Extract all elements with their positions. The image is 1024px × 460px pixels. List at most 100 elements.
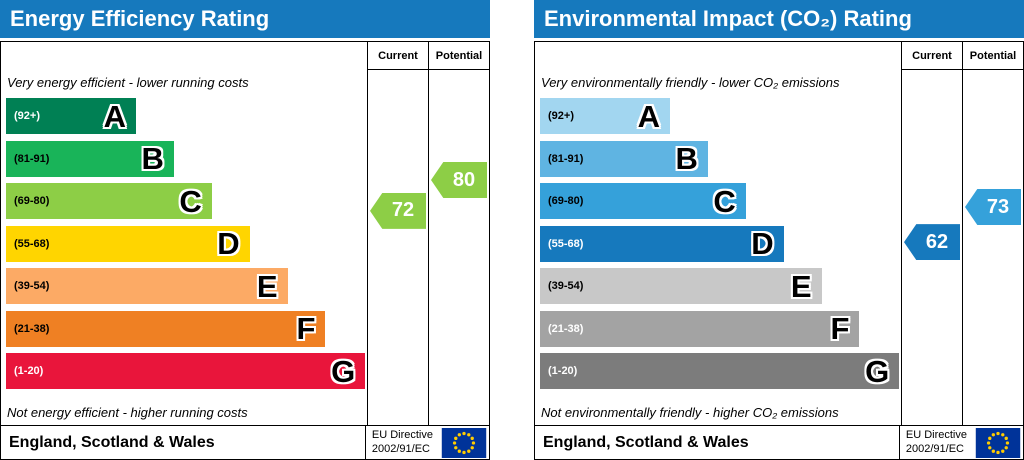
band-row-d: (55-68) D xyxy=(535,223,901,266)
band-bar-g: (1-20) G xyxy=(6,353,366,390)
band-letter: B xyxy=(675,141,698,177)
band-row-b: (81-91) B xyxy=(535,138,901,181)
potential-column: Potential 80 xyxy=(428,42,489,425)
band-range-label: (69-80) xyxy=(548,195,584,208)
potential-rating-arrow: 80 xyxy=(431,162,487,198)
chart-title: Environmental Impact (CO₂) Rating xyxy=(544,6,912,31)
band-row-g: (1-20) G xyxy=(535,350,901,393)
rating-bands: (92+) A (81-91) B (69-80 xyxy=(1,95,367,393)
band-range-label: (55-68) xyxy=(14,237,50,250)
band-bar-a: (92+) A xyxy=(540,98,670,135)
band-range-label: (1-20) xyxy=(14,365,44,378)
band-letter: D xyxy=(751,226,774,262)
current-column-header: Current xyxy=(368,42,428,70)
band-letter: E xyxy=(790,268,812,304)
band-letter: G xyxy=(331,353,356,389)
footer-region: England, Scotland & Wales xyxy=(543,433,749,451)
band-scale-column: Very environmentally friendly - lower CO… xyxy=(535,42,901,425)
band-letter: F xyxy=(830,311,850,347)
band-bar-d: (55-68) D xyxy=(6,225,250,262)
eu-flag-icon xyxy=(975,427,1021,458)
chart-title-bar: Environmental Impact (CO₂) Rating xyxy=(534,0,1024,38)
band-row-a: (92+) A xyxy=(1,95,367,138)
band-range-label: (69-80) xyxy=(14,195,50,208)
current-column: Current 72 xyxy=(367,42,428,425)
directive-line2: 2002/91/EC xyxy=(905,442,964,455)
caption-top: Very energy efficient - lower running co… xyxy=(7,75,249,90)
potential-column-header: Potential xyxy=(963,42,1023,70)
current-rating-value: 62 xyxy=(925,230,949,253)
band-row-d: (55-68) D xyxy=(1,223,367,266)
band-row-g: (1-20) G xyxy=(1,350,367,393)
band-letter: A xyxy=(637,98,660,134)
band-row-a: (92+) A xyxy=(535,95,901,138)
current-rating-value: 72 xyxy=(391,199,415,222)
band-range-label: (92+) xyxy=(548,110,574,123)
band-row-f: (21-38) F xyxy=(535,308,901,351)
current-column-header: Current xyxy=(902,42,962,70)
energy-efficiency-chart: Energy Efficiency Rating Very energy eff… xyxy=(0,0,490,460)
potential-column-header: Potential xyxy=(429,42,489,70)
potential-rating-arrow: 73 xyxy=(965,189,1021,226)
current-rating-arrow: 72 xyxy=(370,192,426,229)
band-bar-e: (39-54) E xyxy=(6,268,288,305)
band-bar-a: (92+) A xyxy=(6,98,136,135)
band-range-label: (39-54) xyxy=(14,280,50,293)
caption-bottom: Not environmentally friendly - higher CO… xyxy=(541,404,839,420)
chart-title: Energy Efficiency Rating xyxy=(10,6,270,31)
footer-directive: EU Directive 2002/91/EC xyxy=(898,426,975,459)
band-scale-column: Very energy efficient - lower running co… xyxy=(1,42,367,425)
band-row-e: (39-54) E xyxy=(535,265,901,308)
band-row-c: (69-80) C xyxy=(535,180,901,223)
band-bar-d: (55-68) D xyxy=(540,225,784,262)
band-range-label: (92+) xyxy=(14,110,40,123)
potential-rating-value: 80 xyxy=(452,168,476,191)
footer-region: England, Scotland & Wales xyxy=(9,433,215,451)
footer-directive: EU Directive 2002/91/EC xyxy=(364,426,441,459)
band-letter: B xyxy=(141,141,164,177)
potential-rating-value: 73 xyxy=(986,195,1010,218)
band-range-label: (21-38) xyxy=(14,322,50,335)
band-bar-b: (81-91) B xyxy=(540,140,708,177)
environmental-impact-chart: Environmental Impact (CO₂) Rating Very e… xyxy=(534,0,1024,460)
band-letter: D xyxy=(217,226,240,262)
band-bar-c: (69-80) C xyxy=(6,183,212,220)
band-letter: C xyxy=(713,183,736,219)
band-range-label: (1-20) xyxy=(548,365,578,378)
band-letter: A xyxy=(103,98,126,134)
band-bar-e: (39-54) E xyxy=(540,268,822,305)
eu-flag-icon xyxy=(441,427,487,458)
band-letter: G xyxy=(865,353,890,389)
band-bar-c: (69-80) C xyxy=(540,183,746,220)
band-row-c: (69-80) C xyxy=(1,180,367,223)
band-row-e: (39-54) E xyxy=(1,265,367,308)
band-row-b: (81-91) B xyxy=(1,138,367,181)
rating-table-body: Very energy efficient - lower running co… xyxy=(1,42,489,425)
band-letter: F xyxy=(296,311,316,347)
band-range-label: (21-38) xyxy=(548,322,584,335)
band-range-label: (81-91) xyxy=(548,152,584,165)
rating-bands: (92+) A (81-91) B (69-80 xyxy=(535,95,901,393)
caption-bottom: Not energy efficient - higher running co… xyxy=(7,404,248,420)
potential-column: Potential 73 xyxy=(962,42,1023,425)
band-range-label: (39-54) xyxy=(548,280,584,293)
band-bar-g: (1-20) G xyxy=(540,353,900,390)
rating-table: Very environmentally friendly - lower CO… xyxy=(534,41,1024,460)
rating-table-body: Very environmentally friendly - lower CO… xyxy=(535,42,1023,425)
band-bar-f: (21-38) F xyxy=(540,310,860,347)
directive-line1: EU Directive xyxy=(371,428,433,441)
directive-line2: 2002/91/EC xyxy=(371,442,430,455)
band-range-label: (81-91) xyxy=(14,152,50,165)
band-row-f: (21-38) F xyxy=(1,308,367,351)
chart-title-bar: Energy Efficiency Rating xyxy=(0,0,490,38)
current-rating-arrow: 62 xyxy=(904,224,960,261)
chart-footer: England, Scotland & Wales EU Directive 2… xyxy=(1,425,489,459)
band-letter: E xyxy=(256,268,278,304)
chart-footer: England, Scotland & Wales EU Directive 2… xyxy=(535,425,1023,459)
directive-line1: EU Directive xyxy=(905,428,967,441)
current-column: Current 62 xyxy=(901,42,962,425)
rating-table: Very energy efficient - lower running co… xyxy=(0,41,490,460)
band-bar-f: (21-38) F xyxy=(6,310,326,347)
band-bar-b: (81-91) B xyxy=(6,140,174,177)
